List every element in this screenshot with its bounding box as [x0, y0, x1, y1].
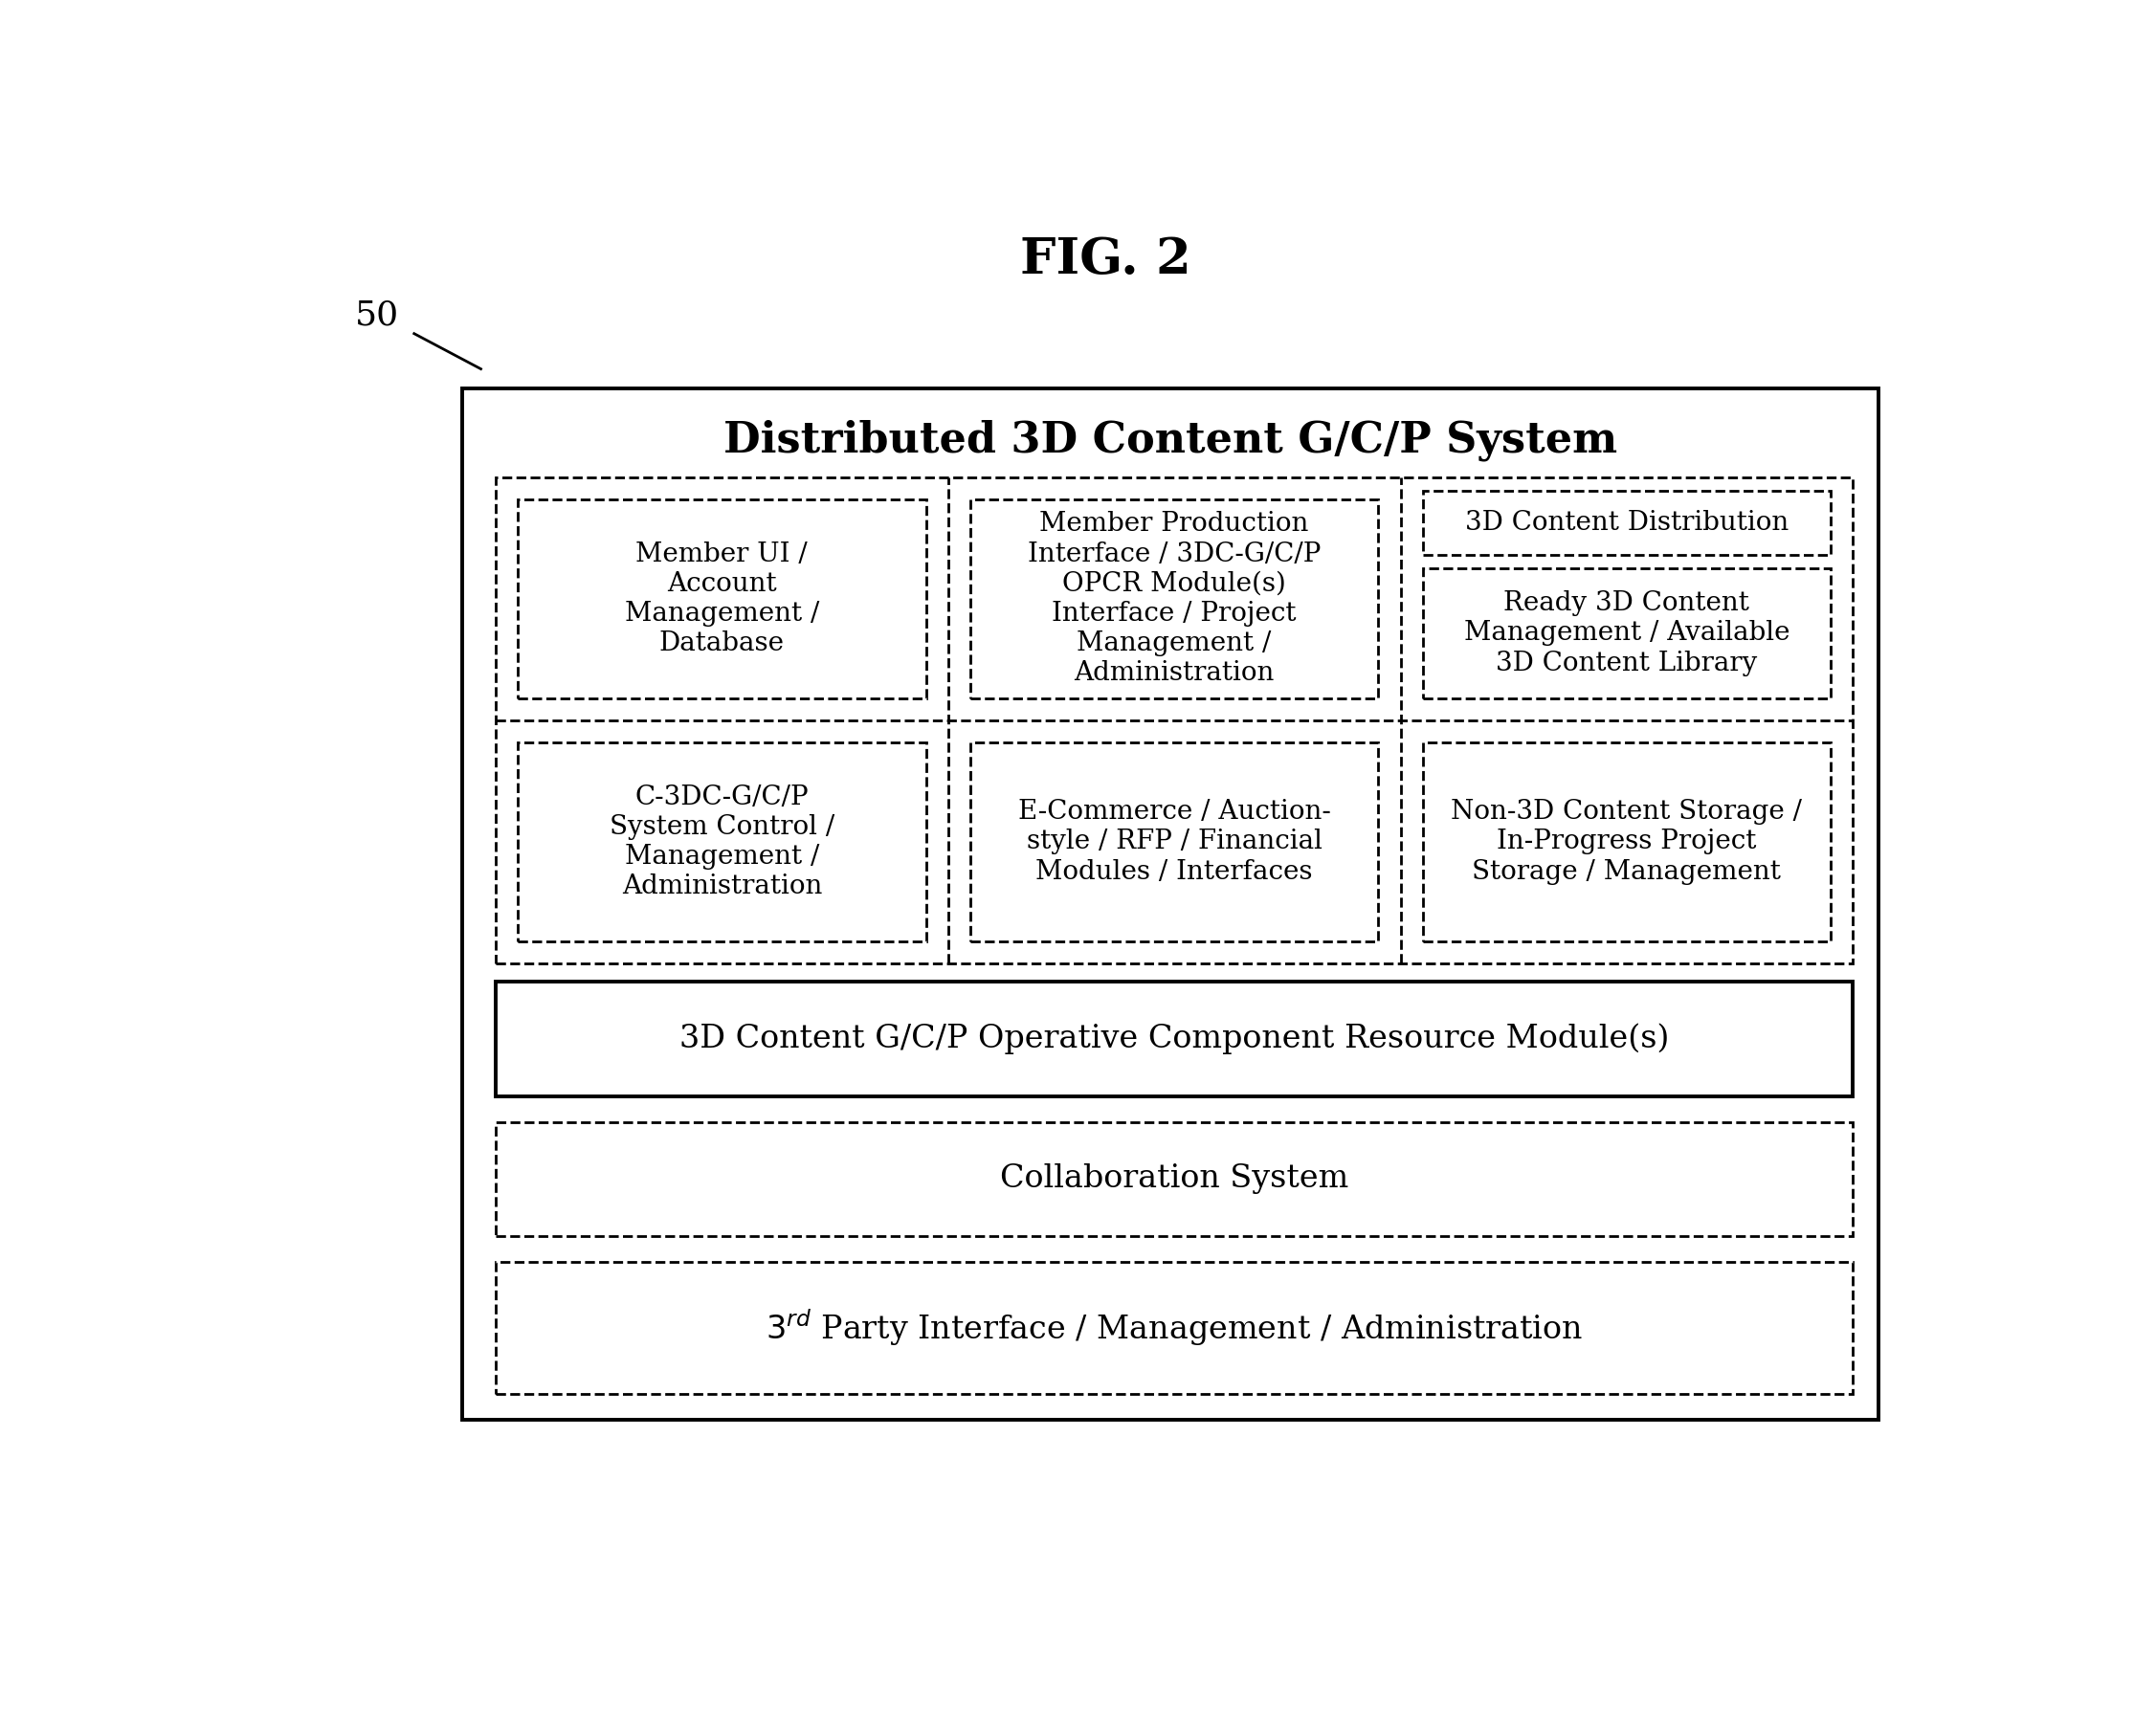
Text: Ready 3D Content
Management / Available
3D Content Library: Ready 3D Content Management / Available … [1464, 591, 1789, 676]
Bar [496, 1262, 1852, 1395]
Bar [517, 500, 925, 698]
Text: FIG. 2: FIG. 2 [1020, 236, 1190, 284]
Bar [970, 500, 1378, 698]
Bar [461, 390, 1878, 1421]
Bar [517, 743, 925, 941]
Text: C-3DC-G/C/P
System Control /
Management /
Administration: C-3DC-G/C/P System Control / Management … [610, 784, 834, 900]
Text: Non-3D Content Storage /
In-Progress Project
Storage / Management: Non-3D Content Storage / In-Progress Pro… [1451, 800, 1802, 884]
Text: 50: 50 [356, 298, 399, 331]
Bar [1423, 491, 1830, 555]
Text: Member UI /
Account
Management /
Database: Member UI / Account Management / Databas… [625, 541, 819, 657]
Text: 3D Content G/C/P Operative Component Resource Module(s): 3D Content G/C/P Operative Component Res… [679, 1024, 1669, 1055]
Bar [496, 1122, 1852, 1236]
Bar [496, 478, 1852, 964]
Text: Collaboration System: Collaboration System [1000, 1164, 1348, 1195]
Bar [1423, 569, 1830, 698]
Text: $3^{rd}$ Party Interface / Management / Administration: $3^{rd}$ Party Interface / Management / … [765, 1309, 1583, 1348]
Text: 3D Content Distribution: 3D Content Distribution [1464, 510, 1789, 536]
Bar [496, 983, 1852, 1096]
Text: Distributed 3D Content G/C/P System: Distributed 3D Content G/C/P System [724, 419, 1617, 462]
Text: E-Commerce / Auction-
style / RFP / Financial
Modules / Interfaces: E-Commerce / Auction- style / RFP / Fina… [1018, 800, 1330, 884]
Text: Member Production
Interface / 3DC-G/C/P
OPCR Module(s)
Interface / Project
Manag: Member Production Interface / 3DC-G/C/P … [1028, 512, 1322, 686]
Bar [1423, 743, 1830, 941]
Bar [970, 743, 1378, 941]
